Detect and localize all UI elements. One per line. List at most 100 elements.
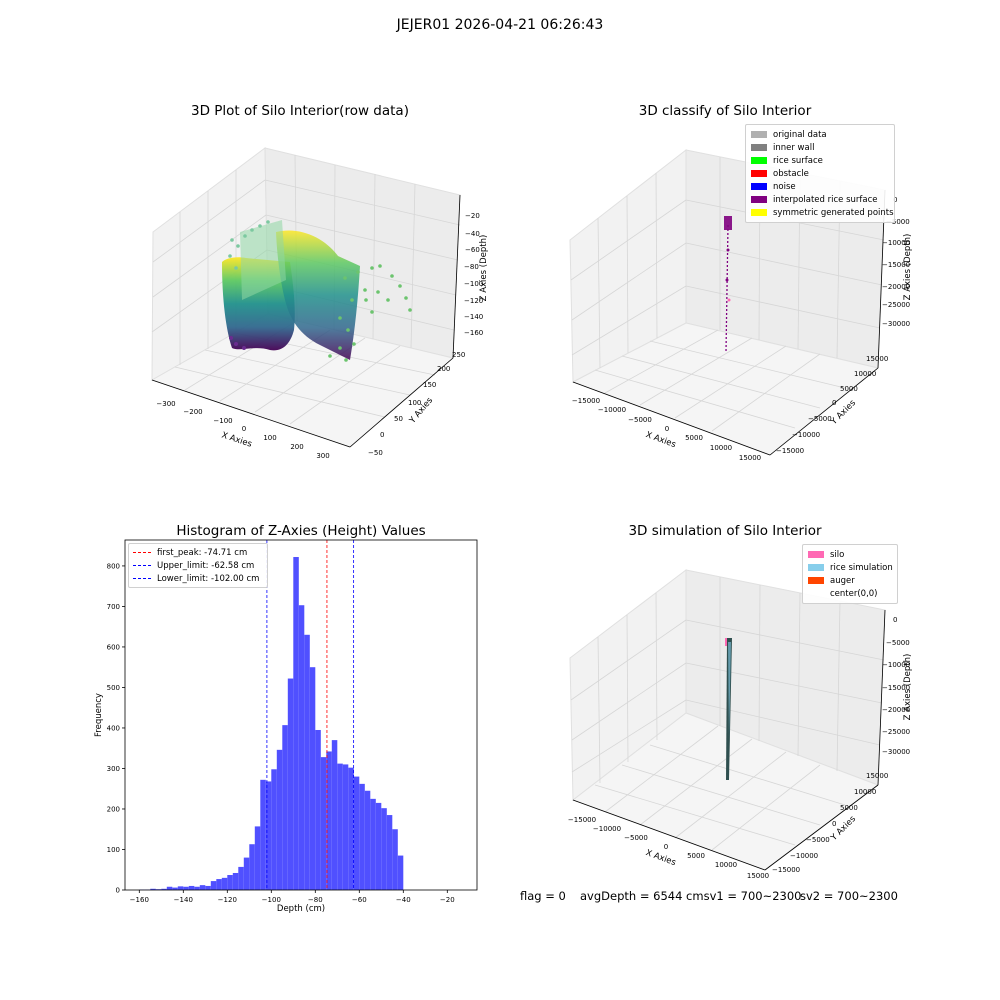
legend-entry: symmetric generated points (751, 206, 894, 219)
legend-entry: rice surface (751, 154, 889, 167)
legend-swatch (808, 564, 824, 571)
simulation-xtick: −15000 (568, 816, 596, 824)
flag-status-text: flag = 0 (520, 889, 566, 903)
histogram-bar (364, 790, 371, 890)
simulation-ytick: −10000 (790, 852, 818, 860)
simulation-ztick: −20000 (882, 706, 910, 714)
histogram-chart: −160 −140 −120 −100 −80 −60 −40 −20 0 100 200 300 4… (94, 539, 478, 914)
legend-label: rice surface (773, 155, 823, 166)
histogram-bar (353, 776, 360, 890)
raw-plot-title: 3D Plot of Silo Interior(row data) (191, 103, 409, 119)
histogram-bar (166, 886, 173, 890)
histogram-bar (188, 885, 195, 890)
raw-xtick: 100 (263, 434, 276, 442)
histogram-x-ticks: −160 −140 −120 −100 −80 −60 −40 −20 (130, 890, 455, 904)
classify-ztick: −25000 (882, 301, 910, 309)
classify-ytick: −5000 (808, 415, 832, 423)
histogram-bar (397, 855, 404, 890)
classify-ztick: −10000 (882, 239, 910, 247)
simulation-x-axis-label: X Axies (644, 848, 677, 868)
legend-entry: inner wall (751, 141, 889, 154)
legend-entry: Lower_limit: -102.00 cm (133, 572, 263, 585)
histogram-bar (326, 751, 332, 890)
legend-swatch (751, 157, 767, 164)
histogram-bar (177, 886, 184, 890)
histogram-bar (199, 885, 206, 890)
histogram-bar (161, 888, 167, 890)
simulation-ytick: 5000 (840, 804, 858, 812)
classify-xtick: −5000 (628, 416, 652, 424)
legend-label: auger (830, 575, 855, 586)
histogram-x-tick-label: −40 (396, 896, 411, 904)
histogram-bar (386, 815, 393, 890)
histogram-reference-lines (266, 540, 355, 890)
legend-swatch (808, 590, 824, 597)
legend-swatch (808, 551, 824, 558)
classify-xtick: 10000 (710, 444, 732, 452)
classify-ytick: 15000 (866, 355, 888, 363)
legend-swatch (751, 170, 767, 177)
legend-line-marker (133, 578, 151, 579)
legend-label: interpolated rice surface (773, 194, 878, 205)
raw-xtick: −100 (213, 417, 232, 425)
histogram-bar (370, 798, 376, 890)
legend-entry: first_peak: -74.71 cm (133, 546, 263, 559)
raw-ztick: −140 (464, 313, 483, 321)
simulation-legend: silo rice simulation auger center(0,0) (802, 544, 898, 604)
histogram-bar (320, 757, 327, 890)
histogram-bar (359, 783, 365, 890)
histogram-x-tick-label: −100 (262, 896, 281, 904)
histogram-bar (243, 857, 250, 890)
histogram-frame (124, 539, 478, 891)
histogram-bar (265, 781, 272, 890)
legend-swatch (751, 209, 767, 216)
legend-entry: noise (751, 180, 889, 193)
histogram-bars (139, 557, 404, 890)
histogram-bar (150, 888, 156, 890)
histogram-bar (210, 881, 217, 890)
simulation-xtick: −10000 (593, 825, 621, 833)
raw-ytick: 0 (380, 431, 384, 439)
simulation-ztick: −15000 (882, 684, 910, 692)
classify-ztick: −30000 (882, 320, 910, 328)
histogram-y-ticks: 0 100 200 300 400 500 600 700 800 (107, 562, 125, 895)
raw-xtick: −200 (183, 408, 202, 416)
histogram-y-tick-label: 800 (107, 562, 120, 570)
simulation-x-axis-line (572, 799, 766, 871)
raw-x-axis-label: X Axies (220, 430, 253, 449)
classify-xtick: 0 (665, 425, 669, 433)
legend-label: silo (830, 549, 845, 560)
raw-y-axis-line (349, 357, 454, 448)
legend-swatch (808, 577, 824, 584)
legend-swatch (751, 144, 767, 151)
classify-ytick: −10000 (792, 431, 820, 439)
legend-label: first_peak: -74.71 cm (157, 547, 248, 558)
histogram-bar (337, 763, 343, 890)
legend-label: obstacle (773, 168, 809, 179)
classify-xtick: 5000 (685, 434, 703, 442)
histogram-bar (304, 634, 310, 890)
histogram-x-tick-label: −160 (130, 896, 149, 904)
raw-xtick: −300 (156, 400, 175, 408)
simulation-ztick: −25000 (882, 728, 910, 736)
histogram-bar (232, 872, 239, 890)
raw-xtick: 300 (316, 452, 329, 460)
classify-xtick: −10000 (598, 406, 626, 414)
histogram-y-axis-label: Frequency (94, 693, 104, 737)
legend-label: Lower_limit: -102.00 cm (157, 573, 260, 584)
simulation-ztick: −10000 (882, 661, 910, 669)
histogram-bar (194, 886, 200, 890)
classify-plot-title: 3D classify of Silo Interior (638, 103, 812, 119)
classify-x-axis-line (572, 381, 771, 456)
histogram-bar (249, 844, 255, 890)
histogram-y-tick-label: 100 (107, 846, 120, 854)
raw-ztick: −120 (464, 297, 483, 305)
simulation-ztick: −30000 (882, 748, 910, 756)
histogram-bar (221, 877, 228, 890)
raw-ztick: −20 (465, 212, 480, 220)
histogram-bar (392, 829, 398, 890)
histogram-y-tick-label: 200 (107, 805, 120, 813)
legend-entry: silo (808, 548, 892, 561)
classify-point-column (724, 216, 732, 353)
legend-label: original data (773, 129, 827, 140)
